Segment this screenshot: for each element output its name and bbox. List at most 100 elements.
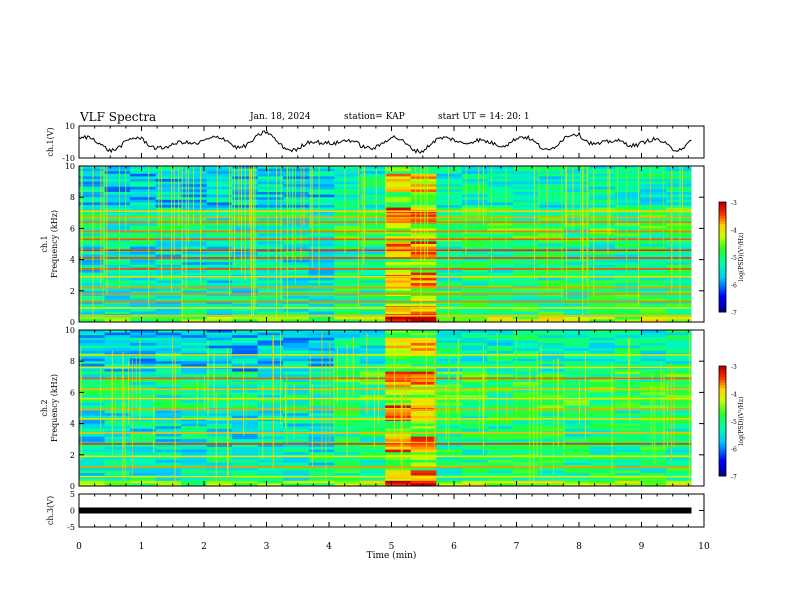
- colorbar-swatch: [719, 287, 726, 291]
- colorbar-swatch: [719, 407, 726, 411]
- colorbar-swatch: [719, 415, 726, 419]
- colorbar-swatch: [719, 390, 726, 394]
- colorbar-label: log(PSD)(V²/Hz): [738, 233, 745, 282]
- colorbar-swatch: [719, 273, 726, 277]
- colorbar-swatch: [719, 254, 726, 258]
- colorbar-swatch: [719, 470, 726, 474]
- colorbar-swatch: [719, 462, 726, 466]
- colorbar-swatch: [719, 377, 726, 381]
- colorbar-tick-label: -7: [731, 474, 737, 481]
- colorbar-tick-label: -4: [731, 392, 737, 399]
- x-tick-label: 8: [576, 542, 582, 552]
- colorbar-swatch: [719, 306, 726, 310]
- colorbar-swatch: [719, 202, 726, 206]
- colorbar-swatch: [719, 445, 726, 449]
- colorbar-swatch: [719, 298, 726, 302]
- colorbar-swatch: [719, 243, 726, 247]
- y-tick-label: 6: [70, 388, 75, 397]
- colorbar-swatch: [719, 368, 726, 372]
- colorbar-swatch: [719, 412, 726, 416]
- colorbar-swatch: [719, 421, 726, 425]
- colorbar-swatch: [719, 443, 726, 447]
- y-axis-label: ch.1: [40, 235, 49, 252]
- colorbar-swatch: [719, 309, 726, 313]
- colorbar-swatch: [719, 207, 726, 211]
- x-tick-label: 1: [139, 542, 145, 552]
- colorbar-swatch: [719, 279, 726, 283]
- y-tick-label: 8: [70, 357, 75, 366]
- colorbar-swatch: [719, 404, 726, 408]
- colorbar-swatch: [719, 301, 726, 305]
- colorbar-swatch: [719, 290, 726, 294]
- chart-title: VLF Spectra: [80, 110, 157, 124]
- colorbar-swatch: [719, 262, 726, 266]
- colorbar-swatch: [719, 303, 726, 307]
- colorbar-swatch: [719, 268, 726, 272]
- colorbar-label: log(PSD)(V²/Hz): [738, 397, 745, 446]
- y-tick-label: 0: [70, 482, 75, 491]
- colorbar-swatch: [719, 473, 726, 477]
- y-tick-label: 8: [70, 193, 75, 202]
- colorbar-swatch: [719, 221, 726, 225]
- y-tick-label: 6: [70, 224, 75, 233]
- ch1-waveform-line: [78, 130, 692, 154]
- y-axis-label: ch.2: [40, 399, 49, 416]
- colorbar-swatch: [719, 465, 726, 469]
- x-tick-label: 5: [389, 542, 395, 552]
- x-tick-label: 2: [201, 542, 207, 552]
- colorbar-swatch: [719, 292, 726, 296]
- colorbar-swatch: [719, 229, 726, 233]
- colorbar-swatch: [719, 385, 726, 389]
- colorbar-tick-label: -4: [731, 228, 737, 235]
- spectrogram-2: [79, 330, 704, 487]
- y-tick-label: 2: [70, 287, 75, 296]
- colorbar-swatch: [719, 418, 726, 422]
- colorbar-swatch: [719, 448, 726, 452]
- colorbar-swatch: [719, 426, 726, 430]
- colorbar-swatch: [719, 366, 726, 370]
- colorbar-swatch: [719, 401, 726, 405]
- colorbar-swatch: [719, 281, 726, 285]
- y-tick-label: 10: [65, 162, 75, 171]
- colorbar-swatch: [719, 257, 726, 261]
- colorbar-swatch: [719, 295, 726, 299]
- start-time-label: start UT = 14: 20: 1: [438, 112, 530, 122]
- colorbar-swatch: [719, 235, 726, 239]
- x-tick-label: 0: [76, 542, 82, 552]
- y-tick-label: -10: [62, 154, 75, 163]
- colorbar-swatch: [719, 270, 726, 274]
- colorbar-swatch: [719, 393, 726, 397]
- x-tick-label: 7: [514, 542, 520, 552]
- y-tick-label: 10: [65, 326, 75, 335]
- colorbar-swatch: [719, 467, 726, 471]
- colorbar-swatch: [719, 251, 726, 255]
- colorbar-swatch: [719, 454, 726, 458]
- colorbar-tick-label: -3: [731, 364, 737, 371]
- y-tick-label: 2: [70, 451, 75, 460]
- ch3-signal-line: [79, 507, 692, 514]
- colorbar-swatch: [719, 371, 726, 375]
- colorbar-swatch: [719, 232, 726, 236]
- colorbar-swatch: [719, 399, 726, 403]
- colorbar-tick-label: -6: [731, 283, 737, 290]
- colorbar-tick-label: -5: [731, 255, 737, 262]
- spectrogram-1: [79, 166, 704, 323]
- colorbar-swatch: [719, 265, 726, 269]
- colorbar-tick-label: -3: [731, 200, 737, 207]
- colorbar-swatch: [719, 259, 726, 263]
- colorbar-swatch: [719, 237, 726, 241]
- colorbar-swatch: [719, 440, 726, 444]
- colorbar-swatch: [719, 240, 726, 244]
- y-tick-label: 10: [65, 122, 75, 131]
- colorbar-swatch: [719, 215, 726, 219]
- colorbar-swatch: [719, 246, 726, 250]
- y-axis-label: Frequency (kHz): [50, 374, 59, 442]
- colorbar-swatch: [719, 459, 726, 463]
- y-tick-label: 0: [70, 318, 75, 327]
- y-tick-label: 5: [70, 490, 75, 499]
- colorbar-swatch: [719, 213, 726, 217]
- colorbar-swatch: [719, 374, 726, 378]
- colorbar-swatch: [719, 382, 726, 386]
- colorbar-swatch: [719, 451, 726, 455]
